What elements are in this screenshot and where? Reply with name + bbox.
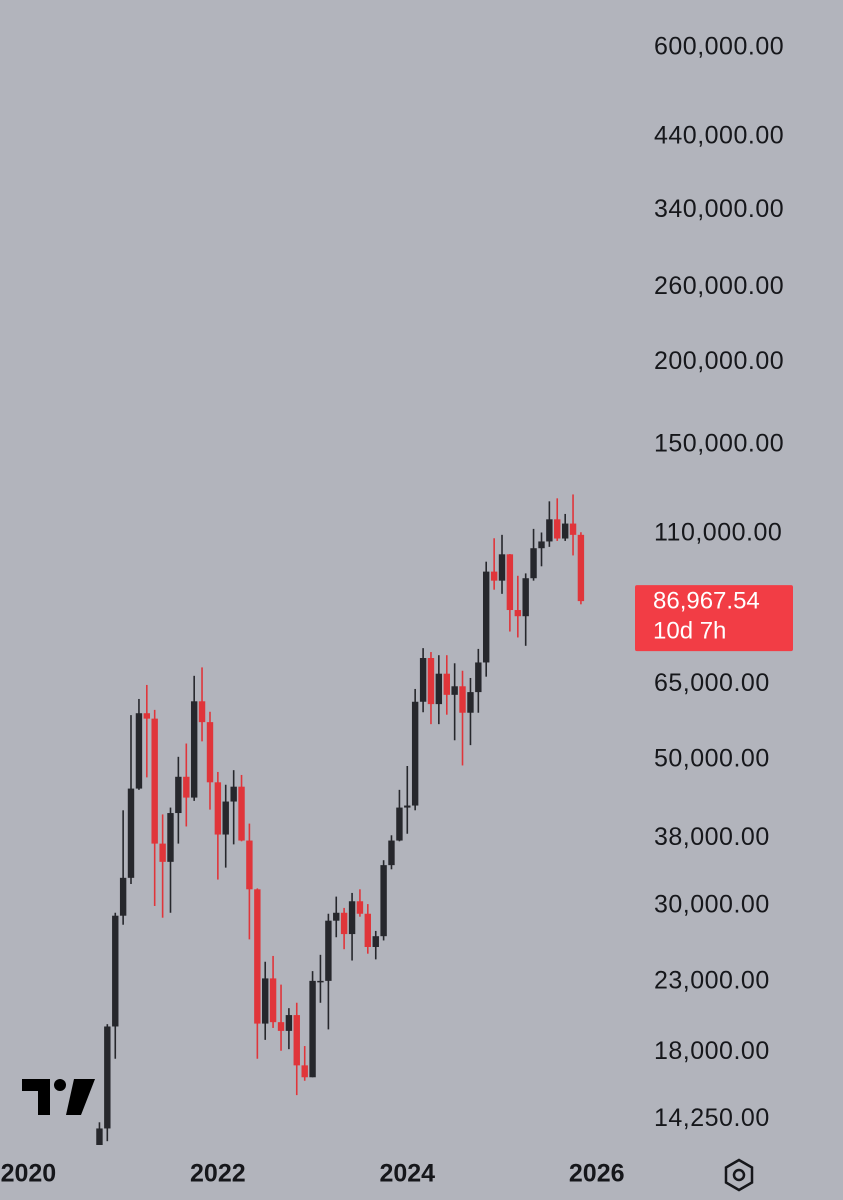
y-tick-label: 260,000.00 [654, 272, 784, 300]
candle-body [554, 519, 561, 539]
candle-body [151, 718, 158, 844]
candle-body [356, 901, 364, 914]
y-tick-label: 38,000.00 [654, 823, 770, 851]
candle-body [427, 658, 435, 705]
candle-body [530, 548, 537, 579]
settings-icon[interactable] [724, 1158, 754, 1192]
last-price-box [635, 585, 793, 652]
candle-body [230, 786, 237, 802]
y-tick-label: 50,000.00 [654, 744, 770, 772]
candle-body [238, 786, 245, 841]
candle-body [443, 673, 450, 695]
candle-body [309, 980, 316, 1078]
last-price-label: 86,967.54 [653, 587, 760, 614]
candle-body [175, 776, 182, 814]
candle-body [143, 713, 151, 719]
candle-body [285, 1015, 293, 1031]
candle-body [498, 554, 506, 581]
candle-body [364, 913, 371, 947]
candle-body [262, 978, 269, 1024]
candle-body [490, 571, 498, 581]
candle-body [317, 980, 324, 983]
candles [96, 494, 585, 1145]
x-tick-label: 2022 [190, 1160, 246, 1188]
candle-body [214, 782, 222, 835]
candle-body [467, 692, 474, 713]
candle-body [104, 1026, 111, 1129]
y-tick-label: 23,000.00 [654, 967, 770, 995]
y-tick-label: 14,250.00 [654, 1104, 770, 1132]
candle-body [411, 701, 419, 806]
candle-body [396, 807, 403, 841]
candle-body [506, 554, 514, 611]
candle-body [96, 1128, 103, 1145]
candle-body [514, 610, 522, 617]
candle-body [546, 519, 553, 542]
candle-body [119, 877, 127, 916]
candle-body [167, 813, 174, 862]
candle-body [325, 920, 332, 981]
y-tick-label: 200,000.00 [654, 347, 784, 375]
candle-body [246, 840, 253, 890]
y-tick-label: 65,000.00 [654, 669, 770, 697]
candle-body [380, 865, 387, 937]
y-tick-label: 18,000.00 [654, 1037, 770, 1065]
candle-body [183, 776, 190, 798]
candle-body [301, 1065, 308, 1078]
x-tick-label: 2026 [569, 1160, 625, 1188]
candle-body [538, 541, 545, 549]
y-tick-label: 600,000.00 [654, 32, 784, 60]
candle-body [451, 686, 458, 695]
candle-body [348, 901, 356, 935]
countdown-label: 10d 7h [653, 617, 726, 644]
x-tick-label: 2020 [1, 1160, 57, 1188]
y-tick-label: 440,000.00 [654, 121, 784, 149]
candle-body [269, 978, 277, 1023]
x-tick-label: 2024 [379, 1160, 435, 1188]
candle-body [577, 534, 585, 602]
candle-body [372, 936, 379, 947]
candle-body [404, 805, 411, 808]
candle-body [340, 912, 348, 935]
candle-body [459, 686, 466, 713]
candle-body [254, 889, 261, 1024]
candle-body [135, 713, 143, 789]
candle-body [561, 523, 569, 539]
candle-body [127, 788, 135, 878]
candle-body [198, 701, 206, 723]
y-tick-label: 150,000.00 [654, 430, 784, 458]
tradingview-logo [22, 1079, 95, 1115]
y-tick-label: 340,000.00 [654, 195, 784, 223]
candle-body [112, 915, 119, 1027]
candle-body [475, 662, 482, 693]
candle-body [522, 578, 529, 617]
candle-body [333, 912, 340, 921]
candle-body [206, 722, 214, 783]
candle-body [293, 1015, 300, 1066]
candle-body [569, 523, 577, 535]
candle-body [419, 658, 427, 702]
candle-body [482, 571, 490, 663]
candle-body [435, 673, 443, 705]
y-tick-label: 30,000.00 [654, 891, 770, 919]
candle-body [388, 840, 395, 866]
candle-body [222, 801, 229, 835]
y-tick-label: 110,000.00 [654, 518, 782, 546]
candle-body [190, 701, 198, 798]
candle-body [159, 843, 166, 862]
candle-body [277, 1022, 285, 1031]
